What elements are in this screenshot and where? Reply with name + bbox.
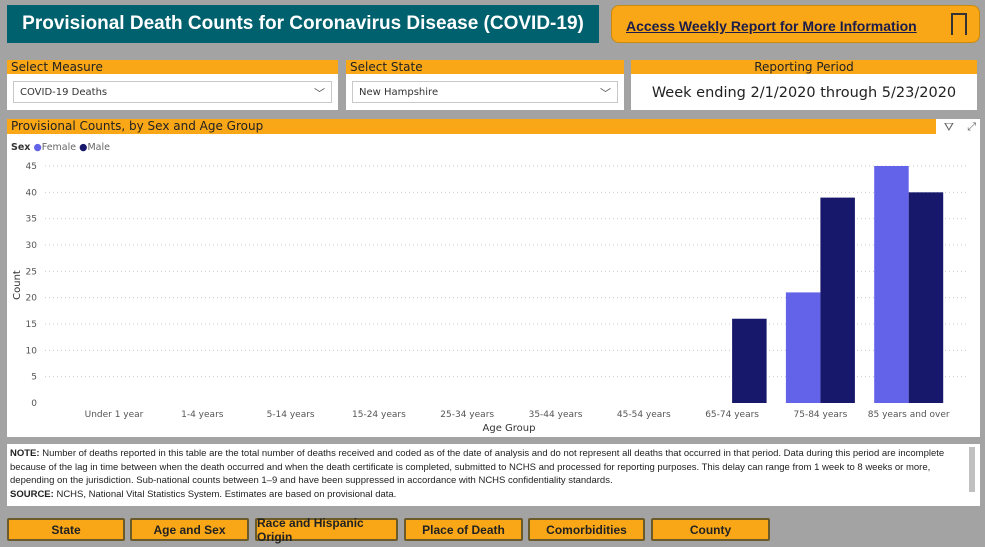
y-tick-label: 15	[26, 320, 37, 330]
note-box: NOTE: Number of deaths reported in this …	[7, 444, 980, 506]
y-tick-label: 5	[31, 373, 37, 383]
x-tick-label: 85 years and over	[868, 410, 950, 420]
x-tick-label: 65-74 years	[705, 410, 759, 420]
source-label: SOURCE:	[10, 489, 54, 500]
x-axis-label: Age Group	[483, 423, 536, 434]
y-axis-label: Count	[12, 270, 23, 300]
reporting-period: Reporting Period Week ending 2/1/2020 th…	[631, 60, 977, 110]
x-tick-label: 45-54 years	[617, 410, 671, 420]
y-tick-label: 35	[26, 215, 37, 225]
bar-male[interactable]	[820, 198, 855, 403]
bookmark-icon	[951, 13, 967, 35]
y-tick-label: 40	[26, 188, 38, 198]
state-filter: Select State New Hampshire ﹀	[346, 60, 624, 110]
period-label: Reporting Period	[631, 60, 977, 74]
nav-age-sex-button[interactable]: Age and Sex	[130, 518, 249, 541]
note-label: NOTE:	[10, 448, 40, 459]
weekly-report-button[interactable]: Access Weekly Report for More Informatio…	[611, 5, 980, 43]
state-label: Select State	[346, 60, 624, 74]
bar-chart: Count Age Group 0 5 10 15 20 25 30 35 40 45 Under …	[7, 119, 980, 437]
y-tick-label: 30	[26, 241, 38, 251]
note-text: Number of deaths reported in this table …	[10, 448, 944, 486]
nav-place-of-death-button[interactable]: Place of Death	[404, 518, 523, 541]
y-tick-label: 0	[31, 399, 37, 409]
state-value: New Hampshire	[359, 87, 438, 98]
y-tick-label: 20	[26, 294, 38, 304]
x-tick-label: 25-34 years	[440, 410, 494, 420]
nav-race-button[interactable]: Race and Hispanic Origin	[255, 518, 398, 541]
nav-comorbidities-button[interactable]: Comorbidities	[528, 518, 645, 541]
measure-dropdown[interactable]: COVID-19 Deaths ﹀	[13, 81, 332, 103]
chevron-down-icon: ﹀	[600, 85, 611, 101]
x-tick-label: 15-24 years	[352, 410, 406, 420]
nav-county-button[interactable]: County	[651, 518, 770, 541]
state-dropdown[interactable]: New Hampshire ﹀	[352, 81, 618, 103]
weekly-report-link[interactable]: Access Weekly Report for More Informatio…	[626, 18, 917, 34]
page-title: Provisional Death Counts for Coronavirus…	[7, 5, 599, 43]
y-tick-label: 45	[26, 162, 37, 172]
x-tick-label: 1-4 years	[181, 410, 224, 420]
measure-value: COVID-19 Deaths	[20, 87, 107, 98]
x-tick-label: 5-14 years	[267, 410, 315, 420]
x-tick-label: Under 1 year	[85, 410, 144, 420]
measure-label: Select Measure	[7, 60, 338, 74]
measure-filter: Select Measure COVID-19 Deaths ﹀	[7, 60, 338, 110]
bar-female[interactable]	[874, 166, 909, 403]
bar-male[interactable]	[732, 319, 767, 403]
bar-female[interactable]	[786, 292, 821, 403]
y-tick-label: 25	[26, 267, 37, 277]
x-tick-label: 75-84 years	[794, 410, 848, 420]
nav-state-button[interactable]: State	[7, 518, 125, 541]
chart-panel: Provisional Counts, by Sex and Age Group…	[7, 119, 980, 437]
x-tick-label: 35-44 years	[529, 410, 583, 420]
chevron-down-icon: ﹀	[314, 85, 325, 101]
y-tick-label: 10	[26, 346, 38, 356]
scrollbar[interactable]	[969, 447, 975, 492]
period-value: Week ending 2/1/2020 through 5/23/2020	[631, 85, 977, 101]
bar-male[interactable]	[909, 192, 944, 403]
source-text: NCHS, National Vital Statistics System. …	[54, 489, 397, 500]
